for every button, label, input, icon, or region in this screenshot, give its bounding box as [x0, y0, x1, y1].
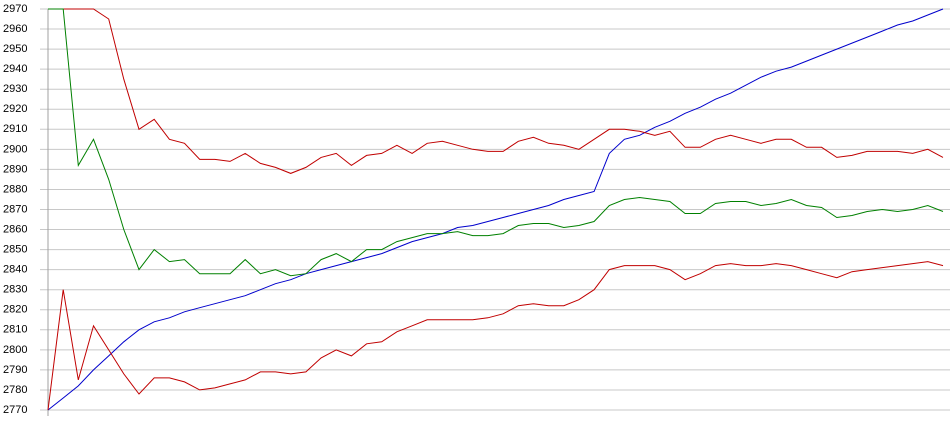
y-tick-label: 2850	[3, 244, 27, 256]
y-tick-label: 2920	[3, 103, 27, 115]
line-series	[47, 261, 944, 411]
y-tick-label: 2890	[3, 163, 27, 175]
y-tick-label: 2930	[3, 83, 27, 95]
y-tick-label: 2950	[3, 43, 27, 55]
y-tick-label: 2860	[3, 223, 27, 235]
y-tick-label: 2880	[3, 183, 27, 195]
y-tick-label: 2960	[3, 23, 27, 35]
line-series	[48, 8, 944, 277]
y-tick-label: 2840	[3, 264, 27, 276]
y-tick-label: 2790	[3, 364, 27, 376]
y-tick-label: 2820	[3, 304, 27, 316]
y-tick-label: 2910	[3, 123, 27, 135]
y-tick-label: 2780	[3, 384, 27, 396]
y-tick-label: 2900	[3, 143, 27, 155]
y-tick-label: 2970	[3, 3, 27, 15]
y-tick-label: 2800	[3, 344, 27, 356]
y-tick-label: 2810	[3, 324, 27, 336]
line-series	[48, 8, 944, 174]
y-tick-label: 2830	[3, 284, 27, 296]
y-tick-label: 2940	[3, 63, 27, 75]
y-tick-label: 2870	[3, 203, 27, 215]
y-tick-label: 2770	[3, 404, 27, 416]
line-series	[47, 8, 944, 411]
